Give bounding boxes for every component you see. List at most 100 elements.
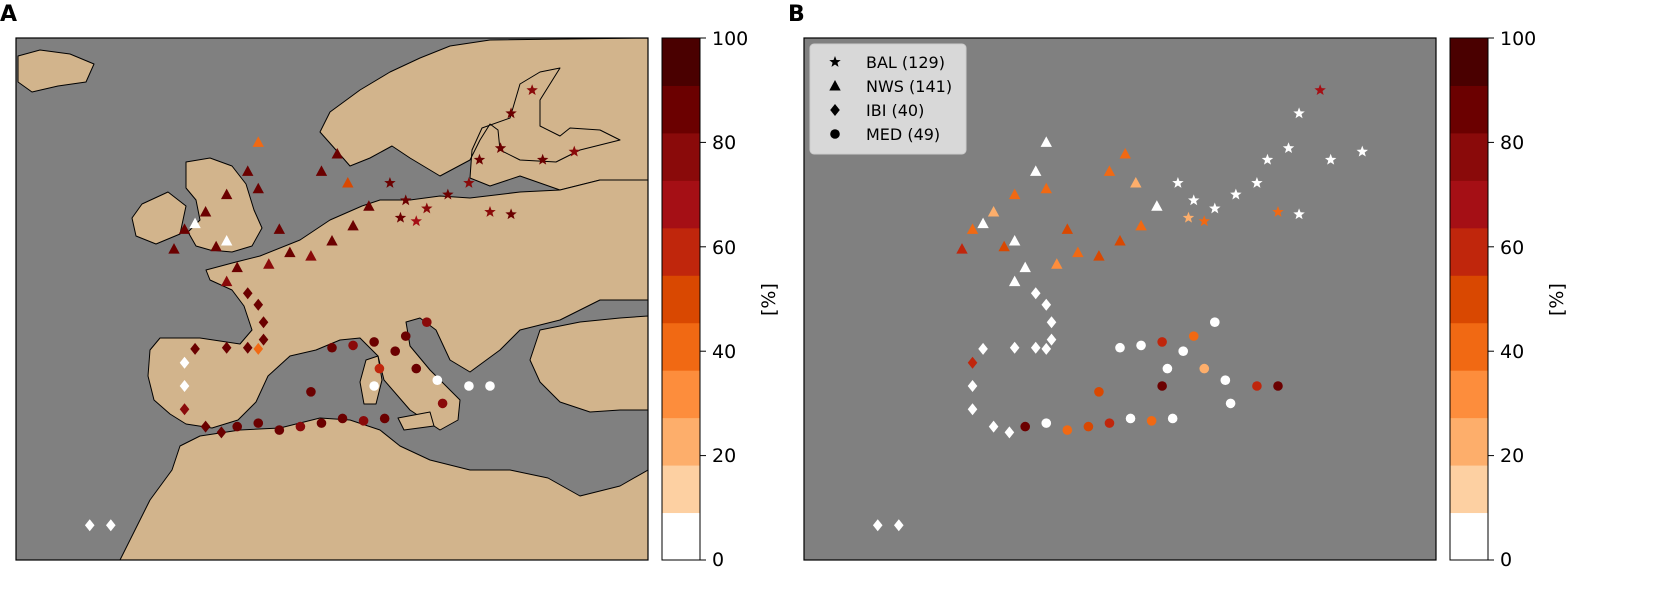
data-point-a-circle-5 [337,413,348,424]
colorbar-a-bin-8 [662,132,700,181]
colorbar-b-bin-10 [1450,38,1488,86]
data-point-a-triangle-3 [252,182,264,194]
data-point-a-triangle-10 [315,165,328,176]
colorbar-a-frame [661,37,701,561]
data-point-a-triangle-2 [242,165,254,176]
data-point-a-triangle-1 [220,188,233,200]
data-point-a-circle-10 [348,340,358,351]
points-panel-a [84,84,580,532]
colorbar-a-tick-60: 60 [712,237,737,259]
colorbar-b-frame [1449,37,1489,561]
data-point-b-star-6 [1282,142,1295,154]
data-point-b-diamond-7 [1041,342,1052,355]
legend-label-1: NWS (141) [866,77,952,96]
data-point-b-triangle-11 [1119,148,1131,159]
data-point-a-diamond-4 [190,342,200,355]
data-point-a-star-1 [400,194,412,206]
data-point-b-star-4 [1251,177,1263,188]
data-point-b-star-3 [1230,188,1242,200]
data-point-a-triangle-9 [363,200,375,211]
map-panel-b: BAL (129) NWS (141) IBI (40) MED (49) [803,37,1437,561]
data-point-b-circle-20 [1252,381,1262,391]
colorbar-a-bin-4 [662,322,700,371]
data-point-a-star-10 [505,208,517,220]
data-point-a-circle-15 [411,363,422,374]
data-point-a-diamond-14 [106,519,116,532]
data-point-a-triangle-14 [210,240,222,252]
data-point-a-diamond-1 [253,298,264,311]
map-frame-b [803,37,1437,561]
data-point-b-circle-13 [1188,331,1199,341]
colorbar-a-label: [%] [758,283,780,316]
data-point-a-triangle-17 [220,275,233,287]
data-point-a-triangle-13 [231,261,243,273]
colorbar-a-bin-7 [662,180,700,229]
colorbar-a-bin-2 [662,417,700,466]
colorbar-b-bin-3 [1450,370,1488,419]
data-point-a-circle-3 [295,421,306,432]
data-point-a-circle-2 [274,425,285,435]
data-point-a-diamond-0 [242,287,253,300]
data-point-b-star-12 [1356,145,1368,157]
data-point-b-star-9 [1272,206,1284,217]
data-point-a-diamond-13 [84,519,95,532]
colorbar-b-bin-5 [1450,275,1488,324]
data-point-b-triangle-6 [1093,250,1105,261]
data-point-a-star-13 [394,211,407,223]
data-point-a-circle-4 [316,418,327,428]
data-point-b-star-8 [1314,84,1326,96]
data-point-b-triangle-16 [956,243,968,254]
data-point-b-circle-0 [1020,421,1030,432]
data-point-b-triangle-15 [966,223,979,234]
colorbar-a-tick-80: 80 [712,132,737,154]
colorbar-a-bin-6 [662,227,700,276]
data-point-a-star-6 [494,142,507,154]
data-point-a-triangle-6 [305,250,317,261]
data-point-b-triangle-14 [998,240,1010,252]
data-point-b-circle-8 [1094,387,1104,397]
data-point-a-circle-8 [306,387,316,397]
data-point-b-circle-15 [1199,363,1210,374]
colorbar-a-bin-1 [662,465,700,514]
data-point-b-star-1 [1188,194,1200,206]
panel-letter-b: B [788,2,805,27]
data-point-a-diamond-3 [258,333,269,346]
data-point-a-diamond-7 [253,342,264,355]
colorbar-b-tick-0: 0 [1500,549,1513,571]
data-point-b-circle-18 [1157,381,1167,391]
colorbar-b-tick-20: 20 [1500,445,1525,467]
data-point-a-triangle-4 [273,223,286,234]
data-point-a-triangle-16 [168,243,180,254]
data-point-b-star-11 [1324,153,1337,165]
data-point-b-triangle-5 [1072,246,1084,258]
data-point-a-star-14 [410,215,422,227]
data-point-b-star-13 [1182,211,1195,223]
data-point-a-triangle-20 [220,235,233,246]
data-point-b-circle-3 [1083,421,1094,432]
data-point-a-triangle-15 [178,223,191,234]
data-point-a-triangle-5 [284,246,296,258]
colorbar-b-bin-7 [1450,180,1488,229]
data-point-b-triangle-9 [1151,200,1163,211]
colorbar-b-label: [%] [1546,283,1568,316]
data-point-b-circle-10 [1136,340,1146,351]
data-point-a-diamond-11 [200,420,211,433]
map-panel-a [15,37,649,561]
data-point-b-star-7 [1293,107,1305,119]
data-point-b-diamond-2 [1046,316,1057,329]
data-point-b-diamond-3 [1046,333,1057,346]
data-point-b-circle-7 [1167,413,1178,424]
data-point-b-triangle-3 [1040,182,1052,194]
colorbar-b-bin-1 [1450,465,1488,514]
colorbar-b-bin-6 [1450,227,1488,276]
legend: BAL (129) NWS (141) IBI (40) MED (49) [809,43,967,155]
colorbar-a [661,37,706,561]
colorbar-a-tick-100: 100 [712,28,749,50]
data-point-b-triangle-8 [1135,219,1147,231]
data-point-b-circle-12 [1178,346,1188,357]
data-point-a-star-2 [421,202,433,214]
data-point-a-triangle-0 [199,206,212,217]
colorbar-b-bin-9 [1450,85,1488,134]
colorbar-a-tick-0: 0 [712,549,725,571]
